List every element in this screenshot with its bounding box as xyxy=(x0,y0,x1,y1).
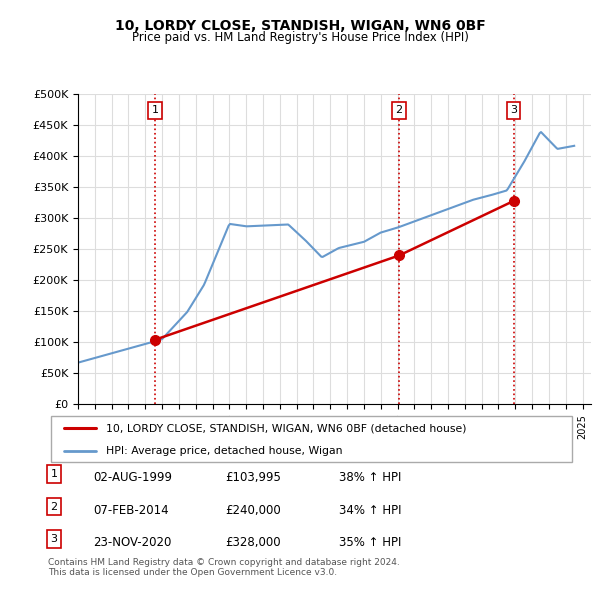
Text: 23-NOV-2020: 23-NOV-2020 xyxy=(93,536,172,549)
Text: 07-FEB-2014: 07-FEB-2014 xyxy=(93,504,169,517)
Text: 02-AUG-1999: 02-AUG-1999 xyxy=(93,471,172,484)
Text: 10, LORDY CLOSE, STANDISH, WIGAN, WN6 0BF (detached house): 10, LORDY CLOSE, STANDISH, WIGAN, WN6 0B… xyxy=(106,423,467,433)
Text: 3: 3 xyxy=(510,105,517,115)
Text: 38% ↑ HPI: 38% ↑ HPI xyxy=(339,471,401,484)
Text: Contains HM Land Registry data © Crown copyright and database right 2024.
This d: Contains HM Land Registry data © Crown c… xyxy=(48,558,400,577)
Text: 1: 1 xyxy=(152,105,158,115)
Text: 2: 2 xyxy=(395,105,403,115)
Text: 1: 1 xyxy=(50,469,58,479)
Text: 3: 3 xyxy=(50,534,58,544)
Text: 2: 2 xyxy=(50,502,58,512)
FancyBboxPatch shape xyxy=(50,416,572,462)
Text: £103,995: £103,995 xyxy=(225,471,281,484)
Text: 10, LORDY CLOSE, STANDISH, WIGAN, WN6 0BF: 10, LORDY CLOSE, STANDISH, WIGAN, WN6 0B… xyxy=(115,19,485,33)
Text: 34% ↑ HPI: 34% ↑ HPI xyxy=(339,504,401,517)
Text: Price paid vs. HM Land Registry's House Price Index (HPI): Price paid vs. HM Land Registry's House … xyxy=(131,31,469,44)
Text: 35% ↑ HPI: 35% ↑ HPI xyxy=(339,536,401,549)
Text: £328,000: £328,000 xyxy=(225,536,281,549)
Text: HPI: Average price, detached house, Wigan: HPI: Average price, detached house, Wiga… xyxy=(106,446,343,456)
Text: £240,000: £240,000 xyxy=(225,504,281,517)
